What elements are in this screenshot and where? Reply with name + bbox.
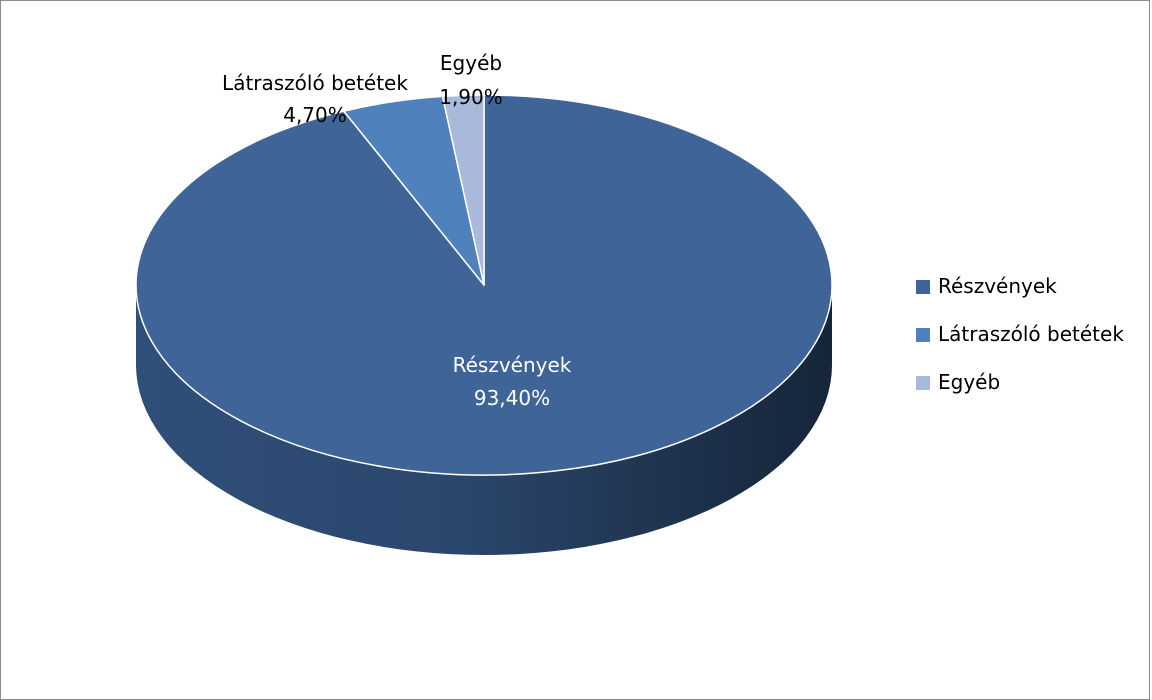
data-label-egyeb-value: 1,90%	[439, 85, 503, 109]
legend-swatch-egyeb	[916, 376, 930, 390]
data-label-latraszolo-betetek-value: 4,70%	[283, 103, 347, 127]
data-label-egyeb-category: Egyéb	[440, 51, 502, 75]
legend-swatch-reszvenyek	[916, 280, 930, 294]
data-label-reszvenyek-category: Részvények	[453, 353, 572, 377]
pie-chart: Részvények 93,40% Látraszóló betétek 4,70% E…	[135, 51, 1124, 555]
legend-label-egyeb: Egyéb	[938, 370, 1000, 394]
legend-label-latraszolo-betetek: Látraszóló betétek	[938, 322, 1124, 346]
data-label-reszvenyek-value: 93,40%	[474, 386, 550, 410]
legend-swatch-latraszolo-betetek	[916, 328, 930, 342]
data-label-latraszolo-betetek-category: Látraszóló betétek	[222, 71, 408, 95]
pie-side-depth	[136, 285, 832, 555]
pie-slice-egyeb	[441, 94, 485, 286]
legend-label-reszvenyek: Részvények	[938, 274, 1057, 298]
